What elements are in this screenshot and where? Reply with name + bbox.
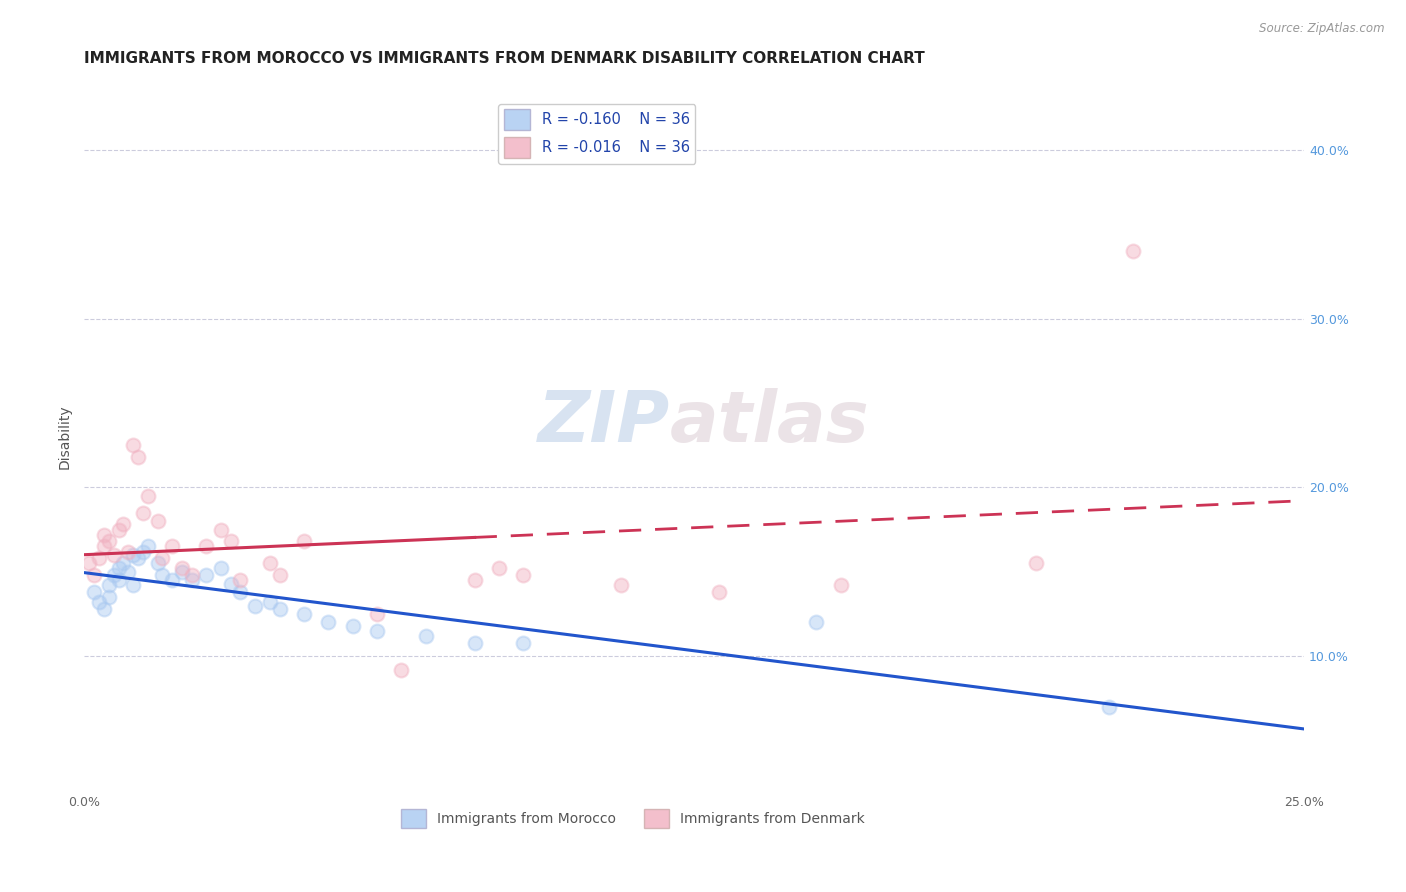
Point (243, 599, 266, 613)
Point (830, 578, 852, 592)
Point (83, 585, 105, 599)
Point (122, 578, 145, 592)
Point (488, 561, 510, 575)
Point (122, 548, 145, 562)
Point (107, 561, 129, 575)
Point (229, 573, 252, 587)
Point (464, 635, 486, 649)
Point (97, 590, 120, 604)
Point (1122, 244, 1144, 258)
Point (292, 607, 315, 621)
Point (180, 568, 202, 582)
Y-axis label: Disability: Disability (58, 404, 72, 469)
Point (103, 548, 125, 562)
Point (152, 551, 174, 566)
Point (229, 585, 252, 599)
Point (707, 585, 730, 599)
Point (180, 573, 202, 587)
Point (136, 540, 159, 554)
Point (512, 635, 534, 649)
Text: ZIP: ZIP (537, 388, 669, 457)
Text: Source: ZipAtlas.com: Source: ZipAtlas.com (1260, 22, 1385, 36)
Point (83, 568, 105, 582)
Point (146, 514, 169, 528)
Point (132, 506, 155, 520)
Point (209, 561, 232, 575)
Text: IMMIGRANTS FROM MOROCCO VS IMMIGRANTS FROM DENMARK DISABILITY CORRELATION CHART: IMMIGRANTS FROM MOROCCO VS IMMIGRANTS FR… (84, 51, 925, 66)
Point (1098, 699, 1121, 714)
Point (219, 534, 242, 549)
Point (259, 557, 281, 571)
Point (136, 489, 159, 503)
Point (512, 568, 534, 582)
Point (93, 602, 115, 616)
Point (87, 595, 110, 609)
Point (93, 540, 115, 554)
Point (97, 578, 120, 592)
Point (1025, 557, 1047, 571)
Point (269, 568, 291, 582)
Point (93, 527, 115, 541)
Point (391, 663, 413, 677)
Point (132, 544, 155, 558)
Point (127, 551, 149, 566)
Point (107, 523, 129, 537)
Point (160, 540, 183, 554)
Point (117, 544, 139, 558)
Point (806, 615, 828, 630)
Point (97, 534, 120, 549)
Point (219, 576, 242, 591)
Point (318, 615, 340, 630)
Text: atlas: atlas (669, 388, 869, 457)
Point (259, 595, 281, 609)
Point (160, 573, 183, 587)
Point (107, 573, 129, 587)
Point (122, 438, 145, 452)
Point (127, 450, 149, 464)
Point (292, 534, 315, 549)
Point (415, 629, 437, 643)
Point (112, 557, 135, 571)
Point (152, 568, 174, 582)
Point (87, 551, 110, 566)
Point (342, 619, 364, 633)
Point (610, 578, 633, 592)
Point (269, 602, 291, 616)
Point (117, 565, 139, 579)
Point (464, 573, 486, 587)
Point (112, 517, 135, 532)
Point (209, 523, 232, 537)
Point (103, 568, 125, 582)
Point (195, 568, 218, 582)
Legend: Immigrants from Morocco, Immigrants from Denmark: Immigrants from Morocco, Immigrants from… (396, 803, 870, 834)
Point (195, 540, 218, 554)
Point (77, 557, 100, 571)
Point (366, 607, 388, 621)
Point (146, 557, 169, 571)
Point (170, 561, 193, 575)
Point (366, 624, 388, 638)
Point (170, 565, 193, 579)
